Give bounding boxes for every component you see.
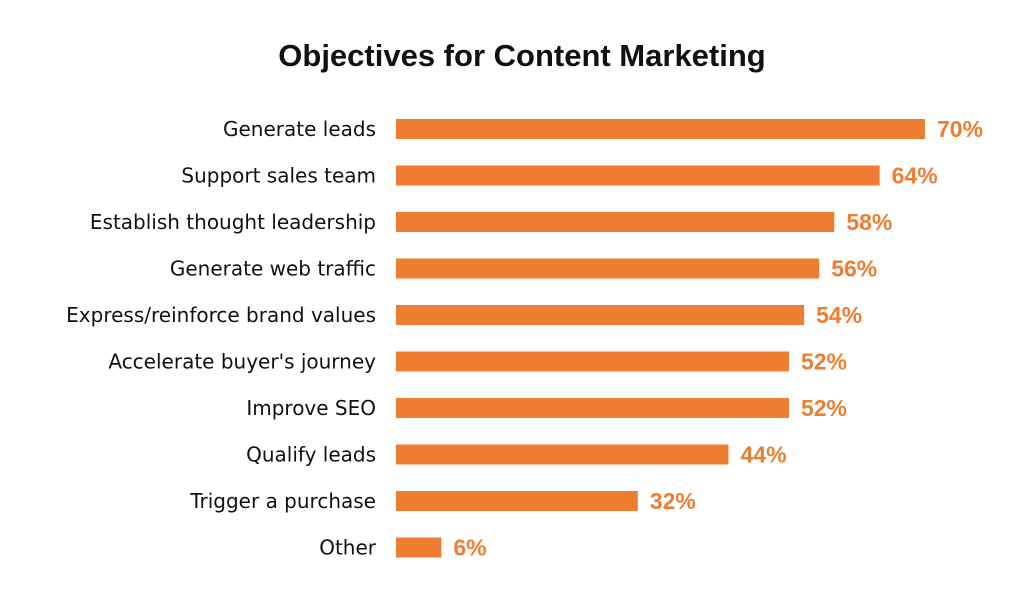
bar <box>396 212 835 232</box>
value-label: 56% <box>831 256 877 282</box>
category-label: Generate leads <box>223 117 376 141</box>
value-label: 54% <box>816 302 862 328</box>
chart-title: Objectives for Content Marketing <box>278 38 766 73</box>
value-label: 6% <box>453 535 486 561</box>
category-label: Qualify leads <box>246 443 376 467</box>
bar <box>396 491 638 511</box>
bar <box>396 119 925 139</box>
value-label: 44% <box>741 442 787 468</box>
bar <box>396 165 880 186</box>
bar <box>396 537 442 558</box>
category-label: Establish thought leadership <box>90 210 376 234</box>
bar <box>396 444 729 465</box>
category-label: Improve SEO <box>246 396 376 420</box>
category-label: Trigger a purchase <box>189 489 376 513</box>
value-label: 52% <box>801 349 847 375</box>
value-label: 64% <box>892 163 938 189</box>
bar <box>396 351 789 372</box>
bar <box>396 305 805 325</box>
category-label: Generate web traffic <box>170 257 376 281</box>
value-label: 70% <box>937 116 983 142</box>
bar <box>396 258 820 279</box>
category-label: Express/reinforce brand values <box>66 303 376 327</box>
value-label: 52% <box>801 395 847 421</box>
category-label: Other <box>319 536 377 560</box>
bar <box>396 398 789 418</box>
value-label: 32% <box>650 488 696 514</box>
category-label: Support sales team <box>181 164 376 188</box>
value-label: 58% <box>846 209 892 235</box>
category-label: Accelerate buyer's journey <box>108 350 376 374</box>
